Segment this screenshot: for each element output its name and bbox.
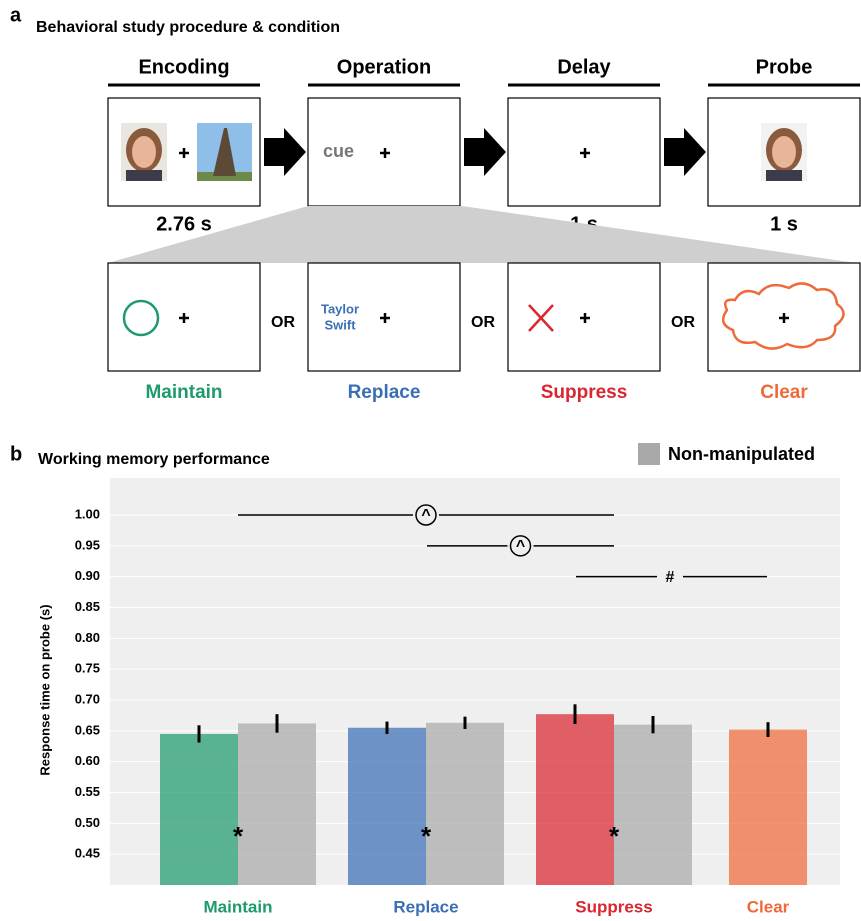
y-tick-label: 0.85 [75,599,100,614]
bar [536,714,614,885]
panel-label: a [10,4,22,26]
condition-name: Maintain [145,382,222,403]
significance-marker: * [609,821,620,851]
zoom-wedge [108,206,856,263]
replace-text: Swift [324,317,356,332]
or-label: OR [671,314,695,331]
arrow [664,128,706,176]
stage-name: Probe [756,56,813,78]
panel-label: b [10,443,22,465]
cue-text: cue [323,141,354,161]
condition-name: Suppress [541,382,628,403]
legend-swatch [638,443,660,465]
tower-image [197,123,252,181]
y-tick-label: 0.80 [75,630,100,645]
y-axis-label: Response time on probe (s) [37,604,52,775]
significance-marker: * [421,821,432,851]
condition-name: Replace [348,382,421,403]
bar [729,730,807,885]
probe-face-image [761,123,807,181]
significance-marker: * [233,821,244,851]
arrow [264,128,306,176]
x-tick-label: Replace [393,897,458,916]
y-tick-label: 0.60 [75,753,100,768]
condition-name: Clear [760,382,808,403]
stage-duration: 2.76 s [156,213,212,235]
y-tick-label: 0.95 [75,537,100,552]
figure: a Behavioral study procedure & condition… [0,0,861,921]
y-tick-label: 0.65 [75,722,100,737]
x-tick-label: Suppress [575,897,652,916]
legend-label: Non-manipulated [668,444,815,464]
face-image [121,123,167,181]
y-tick-label: 1.00 [75,506,100,521]
significance-label: # [666,569,675,586]
replace-text: Taylor [321,301,359,316]
condition-row: Maintain OR Replace OR Suppress OR Clear [108,263,860,403]
bar [238,723,316,885]
x-tick-label: Maintain [204,897,273,916]
or-label: OR [471,314,495,331]
legend: Non-manipulated [638,443,815,465]
or-label: OR [271,314,295,331]
x-tick-label: Clear [747,897,790,916]
stage-name: Encoding [138,56,229,78]
stage-name: Delay [557,56,611,78]
panel-title: Behavioral study procedure & condition [36,19,340,36]
y-tick-label: 0.50 [75,815,100,830]
bar [614,725,692,885]
bar [426,723,504,885]
stage-duration: 1 s [770,213,798,235]
bar [348,728,426,885]
y-tick-label: 0.55 [75,784,100,799]
y-tick-label: 0.70 [75,691,100,706]
page: {"procedure": { "label": "a", "title": "… [0,0,861,921]
bar [160,734,238,885]
chart-title: Working memory performance [38,451,270,468]
significance-label: ^ [421,507,430,524]
y-tick-label: 0.75 [75,661,100,676]
arrow [464,128,506,176]
stage-name: Operation [337,56,431,78]
y-tick-label: 0.45 [75,846,100,861]
significance-label: ^ [516,538,525,555]
y-tick-label: 0.90 [75,568,100,583]
